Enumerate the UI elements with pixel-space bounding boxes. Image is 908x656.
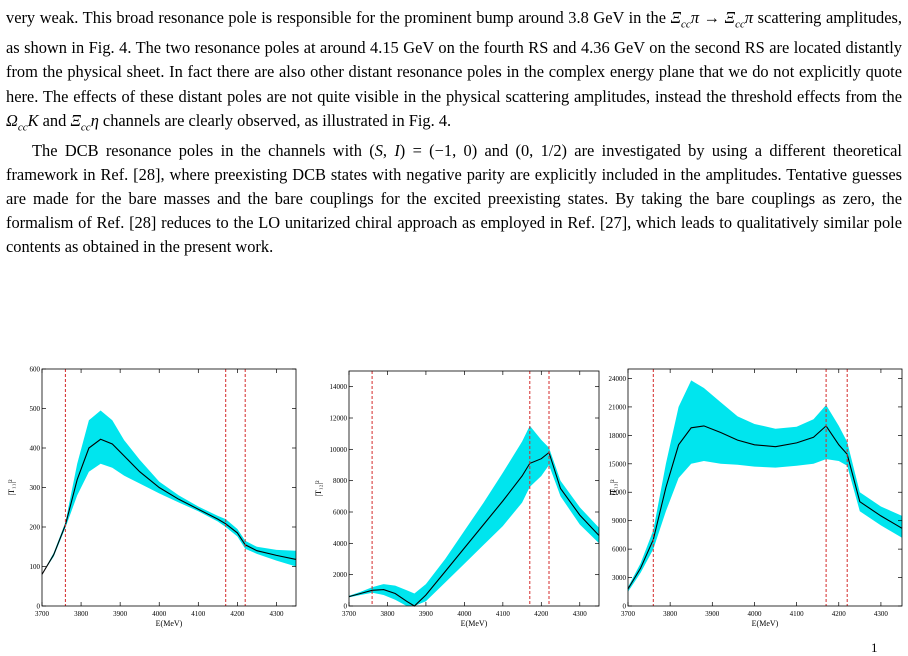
y-tick-label: 600: [30, 366, 41, 374]
x-tick-label: 3900: [419, 610, 434, 618]
x-tick-label: 4000: [747, 610, 762, 618]
y-tick-label: 18000: [609, 432, 627, 440]
x-tick-label: 3800: [74, 610, 89, 618]
x-axis-label: E(MeV): [461, 619, 488, 628]
y-axis-label: |T₁₃|²: [609, 479, 618, 496]
y-tick-label: 8000: [333, 477, 348, 485]
chart-T11: 3700 3800 3900 4000 4100 4200 4300 0 100 200 300 40…: [7, 366, 297, 628]
figure-4: 3700 3800 3900 4000 4100 4200 4300 0 100 200 300 40…: [0, 355, 908, 655]
x-tick-label: 3800: [663, 610, 678, 618]
body-text: very weak. This broad resonance pole is …: [6, 6, 902, 260]
x-tick-label: 4200: [832, 610, 847, 618]
y-tick-label: 6000: [333, 509, 348, 517]
chart-T12: 3700 3800 3900 4000 4100 4200 4300 0 2000 4000 600…: [314, 370, 600, 628]
chart-T13: 3700 3800 3900 4000 4100 4200 4300 0 3000 6000 900…: [609, 368, 903, 628]
plot-frame: [627, 368, 903, 607]
x-axis-label: E(MeV): [156, 619, 183, 628]
y-tick-label: 400: [30, 445, 41, 453]
y-tick-label: 14000: [330, 383, 348, 391]
x-tick-label: 4100: [191, 610, 206, 618]
y-tick-label: 21000: [609, 403, 627, 411]
y-tick-label: 4000: [333, 540, 348, 548]
error-band: [628, 380, 902, 592]
y-tick-label: 100: [30, 563, 41, 571]
y-tick-label: 24000: [609, 375, 627, 383]
y-axis-label: |T₁₁|²: [7, 479, 16, 496]
x-tick-label: 3700: [342, 610, 357, 618]
x-tick-label: 4100: [496, 610, 511, 618]
x-tick-label: 3700: [621, 610, 636, 618]
y-tick-label: 12000: [609, 489, 627, 497]
error-band: [349, 425, 599, 606]
x-tick-label: 3800: [380, 610, 395, 618]
y-tick-label: 10000: [330, 446, 348, 454]
y-tick-label: 0: [623, 603, 627, 611]
paragraph-2: The DCB resonance poles in the channels …: [6, 141, 902, 257]
x-tick-label: 3700: [35, 610, 50, 618]
x-tick-label: 4000: [152, 610, 167, 618]
y-tick-label: 9000: [612, 517, 627, 525]
y-tick-label: 0: [37, 603, 41, 611]
plot-frame: [348, 370, 600, 607]
paragraph-1: very weak. This broad resonance pole is …: [6, 8, 902, 133]
error-band: [42, 410, 296, 575]
y-tick-label: 15000: [609, 460, 627, 468]
page-number: 1: [871, 640, 878, 655]
x-tick-label: 3900: [705, 610, 720, 618]
y-tick-label: 0: [344, 603, 348, 611]
x-tick-label: 3900: [113, 610, 128, 618]
y-tick-label: 12000: [330, 415, 348, 423]
y-tick-label: 300: [30, 484, 41, 492]
x-tick-label: 4200: [534, 610, 549, 618]
x-tick-label: 4300: [269, 610, 284, 618]
y-axis-label: |T₁₂|²: [314, 480, 323, 497]
x-tick-label: 4100: [790, 610, 805, 618]
y-tick-label: 3000: [612, 574, 627, 582]
x-tick-label: 4300: [874, 610, 889, 618]
x-axis-label: E(MeV): [752, 619, 779, 628]
x-tick-label: 4000: [457, 610, 472, 618]
y-tick-label: 200: [30, 524, 41, 532]
x-tick-label: 4300: [573, 610, 588, 618]
y-tick-label: 500: [30, 405, 41, 413]
y-tick-label: 2000: [333, 571, 348, 579]
x-tick-label: 4200: [230, 610, 245, 618]
y-tick-label: 6000: [612, 546, 627, 554]
